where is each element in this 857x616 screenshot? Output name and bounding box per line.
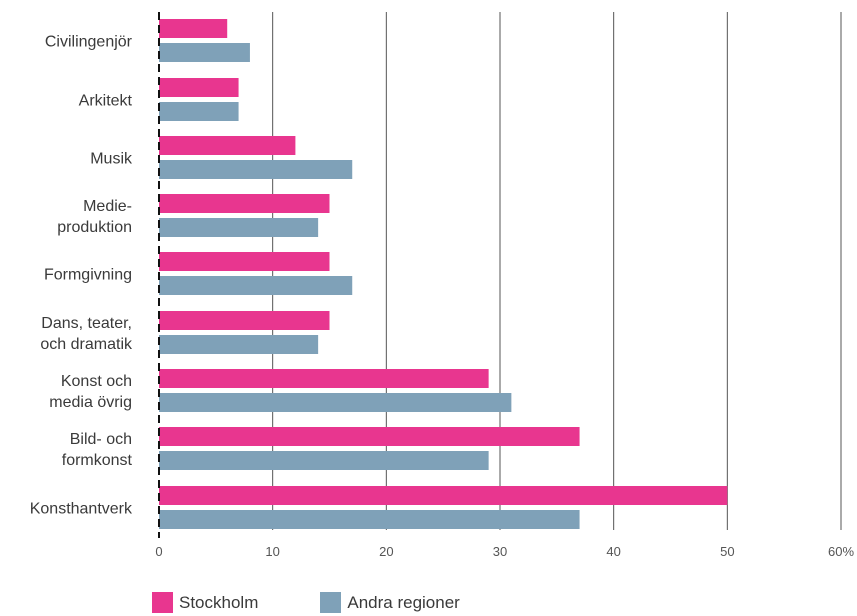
bar-andra-regioner — [159, 335, 319, 354]
category-label: Dans, teater, — [41, 315, 132, 332]
category-label: Konst och — [61, 373, 132, 390]
bar-andra-regioner — [159, 102, 239, 121]
category-label: produktion — [57, 219, 132, 236]
category-label: formkonst — [62, 452, 133, 469]
bar-andra-regioner — [159, 218, 319, 237]
category-label: Formgivning — [44, 267, 132, 284]
bar-stockholm — [159, 252, 330, 271]
legend-item-andra-regioner: Andra regioner — [320, 592, 460, 613]
bar-stockholm — [159, 427, 580, 446]
legend-item-stockholm: Stockholm — [152, 592, 258, 613]
bar-stockholm — [159, 369, 489, 388]
x-tick-label: 40 — [606, 544, 620, 559]
bar-stockholm — [159, 78, 239, 97]
bar-stockholm — [159, 194, 330, 213]
bar-stockholm — [159, 19, 228, 38]
bar-stockholm — [159, 311, 330, 330]
x-tick-label: 60% — [828, 544, 854, 559]
x-tick-label: 10 — [265, 544, 279, 559]
bar-stockholm — [159, 136, 296, 155]
category-label: och dramatik — [40, 336, 133, 353]
category-label: Civilingenjör — [45, 34, 133, 51]
category-label: Arkitekt — [79, 93, 133, 110]
bar-chart: Civilingenjör Arkitekt Musik Medie-produkti… — [30, 12, 854, 559]
category-label: Konsthantverk — [30, 501, 133, 518]
category-labels: Civilingenjör Arkitekt Musik Medie-produkti… — [30, 34, 133, 518]
bar-andra-regioner — [159, 393, 512, 412]
x-tick-label: 0 — [155, 544, 162, 559]
bar-andra-regioner — [159, 43, 250, 62]
legend-label-stockholm: Stockholm — [179, 593, 259, 612]
category-label: Musik — [90, 151, 133, 168]
legend-label-andra-regioner: Andra regioner — [347, 593, 460, 612]
bar-andra-regioner — [159, 451, 489, 470]
x-tick-label: 20 — [379, 544, 393, 559]
x-tick-label: 30 — [493, 544, 507, 559]
bars — [159, 19, 728, 529]
bar-stockholm — [159, 486, 728, 505]
legend-swatch-stockholm — [152, 592, 173, 613]
category-label: Medie- — [83, 198, 132, 215]
category-label: media övrig — [49, 394, 132, 411]
category-label: Bild- och — [70, 431, 132, 448]
legend-swatch-andra-regioner — [320, 592, 342, 613]
bar-andra-regioner — [159, 510, 580, 529]
bar-andra-regioner — [159, 160, 353, 179]
x-tick-label: 50 — [720, 544, 734, 559]
legend: Stockholm Andra regioner — [152, 592, 522, 613]
x-tick-labels: 0 10 20 30 40 50 60% — [155, 544, 854, 559]
bar-andra-regioner — [159, 276, 353, 295]
